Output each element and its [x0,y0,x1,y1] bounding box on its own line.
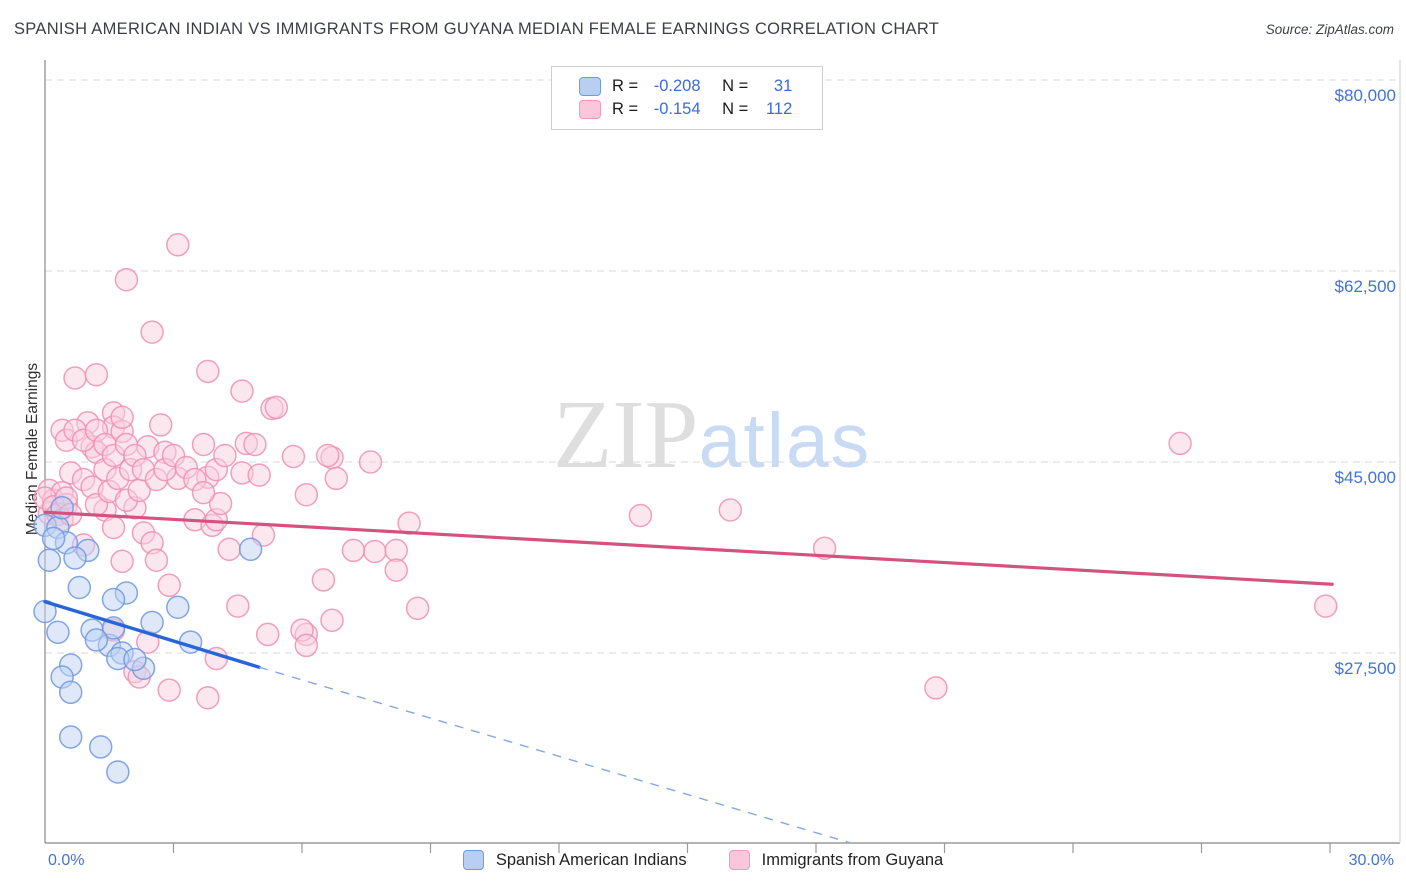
n-value: 112 [765,100,793,118]
pink-data-point [157,573,181,598]
blue-data-point [84,628,109,652]
blue-data-point [123,647,147,672]
pink-data-point [84,362,109,387]
y-tick-label-62500: $62,500 [1334,277,1396,296]
blue-data-point [101,587,126,612]
y-tick-label-45000: $45,000 [1334,468,1396,487]
pink-data-point [101,515,126,540]
pink-trend-line [43,510,1334,586]
pink-data-point [110,549,134,574]
pink-data-point [196,359,220,384]
legend-row-immigrants-from-guyana: R = -0.154 N = 112 [552,100,822,119]
pink-data-point [294,633,319,658]
pink-data-point [628,503,653,528]
y-tick-label-27500: $27,500 [1334,659,1396,678]
legend-item-spanish-american-indians: Spanish American Indians [462,850,687,870]
blue-data-point [238,537,263,562]
pink-data-point [148,413,173,437]
blue-data-point [37,548,62,572]
pink-data-point [812,536,837,560]
blue-data-point [88,735,113,759]
pink-data-point [63,366,87,390]
source-credit: Source: ZipAtlas.com [1265,22,1394,37]
pink-data-point [247,463,271,487]
r-value: -0.154 [653,100,701,118]
r-label: R = [612,100,639,118]
x-axis-max-label: 30.0% [1348,852,1394,869]
correlation-legend: R = -0.208 N = 31 R = -0.154 N = 112 [551,66,823,130]
pink-data-point [311,568,336,592]
pink-data-point [213,443,237,468]
pink-data-point [114,267,139,292]
r-label: R = [612,77,639,95]
legend-item-label: Immigrants from Guyana [761,850,944,869]
pink-data-point [363,539,387,564]
blue-data-point [50,496,74,520]
pink-data-point [140,320,164,344]
pink-data-point [341,538,366,563]
pink-data-point [1313,594,1338,618]
blue-data-point [166,595,190,619]
blue-data-point [63,546,87,570]
pink-data-point [217,537,241,562]
pink-data-point [243,432,267,457]
pink-data-point [924,676,948,700]
series-legend: Spanish American Indians Immigrants from… [0,850,1406,870]
pink-data-point [320,608,344,633]
n-label: N = [722,77,749,95]
blue-series-swatch-icon [579,77,601,96]
pink-data-point [226,594,250,618]
pink-data-point [191,480,216,505]
blue-data-point [140,610,164,635]
pink-data-point [230,379,254,403]
legend-item-label: Spanish American Indians [495,850,687,869]
pink-data-point [405,596,430,621]
blue-data-point [58,680,83,705]
y-tick-label-80000: $80,000 [1334,86,1396,105]
pink-data-point [208,491,233,516]
pink-data-point [315,443,340,468]
pink-data-point [196,685,220,710]
pink-data-point [144,548,169,572]
pink-data-point [264,395,289,420]
pink-data-point [324,466,349,491]
pink-legend-swatch-icon [728,850,750,870]
x-axis-min-label: 0.0% [48,852,85,869]
pink-data-point [294,482,319,507]
blue-legend-swatch-icon [462,850,484,870]
pink-data-point [191,432,216,457]
pink-data-point [157,678,181,702]
blue-trend-extension-dashed [258,666,851,844]
blue-data-point [67,575,92,600]
blue-data-point [58,725,83,749]
n-value: 31 [773,77,793,95]
legend-row-spanish-american-indians: R = -0.208 N = 31 [552,77,822,96]
page-title: SPANISH AMERICAN INDIAN VS IMMIGRANTS FR… [14,20,940,38]
pink-data-point [281,444,306,469]
pink-data-point [384,558,408,582]
pink-data-point [1168,431,1192,456]
legend-item-immigrants-from-guyana: Immigrants from Guyana [728,850,944,870]
pink-data-point [384,538,408,563]
blue-data-point [106,760,130,784]
pink-data-point [358,450,383,474]
pink-data-point [255,622,280,647]
n-label: N = [722,100,749,118]
blue-trend-line [43,600,261,669]
pink-data-point [110,405,134,430]
blue-data-point [41,526,66,551]
pink-data-point [718,498,743,522]
pink-series-swatch-icon [579,100,601,119]
pink-data-point [166,233,190,257]
r-value: -0.208 [653,77,701,95]
blue-data-point [46,620,70,645]
